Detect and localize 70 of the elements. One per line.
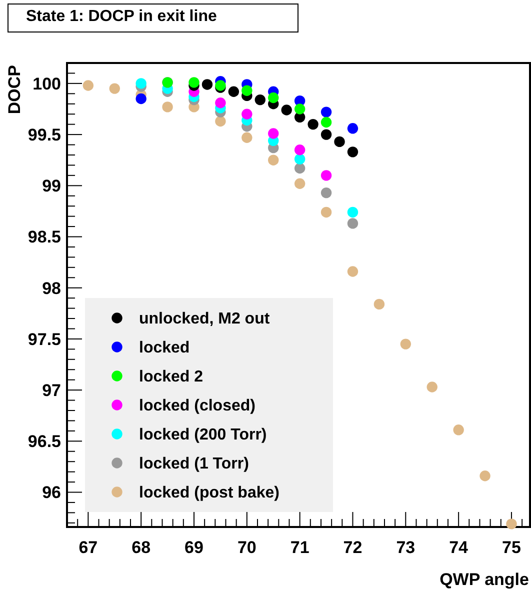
point	[215, 116, 226, 127]
x-tick-label: 67	[78, 538, 98, 557]
point	[82, 80, 94, 91]
point	[268, 92, 279, 104]
legend-label: locked (post bake)	[139, 484, 280, 502]
y-tick-label: 97	[42, 381, 61, 400]
point	[202, 79, 213, 90]
point	[294, 144, 306, 156]
point	[426, 382, 438, 392]
x-tick-label: 74	[449, 538, 469, 557]
point	[215, 98, 226, 108]
point	[294, 104, 306, 114]
point	[320, 129, 332, 140]
point	[242, 108, 252, 120]
legend-label: locked	[139, 340, 190, 357]
y-tick-label: 98.5	[28, 228, 61, 247]
point	[109, 83, 120, 94]
point	[281, 104, 292, 116]
chart-title: State 1: DOCP in exit line	[26, 8, 217, 25]
x-tick-label: 73	[396, 538, 416, 557]
point	[347, 146, 358, 158]
point	[254, 94, 266, 106]
point	[136, 78, 146, 89]
x-tick-label: 70	[237, 538, 256, 557]
x-tick-label: 72	[343, 538, 362, 557]
legend-label: unlocked, M2 out	[139, 310, 270, 328]
y-tick-label: 100	[32, 74, 61, 94]
x-tick-label: 71	[290, 538, 310, 557]
point	[320, 106, 332, 118]
y-tick-label: 98	[42, 278, 61, 298]
point	[162, 102, 173, 112]
x-tick-label: 69	[184, 538, 204, 557]
point	[347, 123, 358, 134]
legend-label: locked 2	[139, 368, 204, 386]
point	[320, 206, 332, 218]
point	[347, 218, 358, 229]
y-tick-label: 97.5	[28, 330, 61, 349]
point	[347, 266, 358, 277]
y-tick-label: 99.5	[28, 125, 61, 144]
point	[294, 162, 306, 174]
point	[347, 206, 358, 218]
y-axis-title: DOCP	[5, 65, 24, 114]
point	[320, 187, 332, 198]
point	[188, 77, 200, 88]
x-axis-title: QWP angle	[440, 570, 529, 589]
point	[242, 132, 252, 143]
legend-label: locked (200 Torr)	[139, 426, 267, 444]
point	[242, 85, 252, 96]
point	[453, 424, 464, 436]
point	[308, 118, 318, 130]
y-tick-label: 96.5	[28, 432, 61, 452]
point	[320, 170, 332, 181]
point	[294, 154, 306, 164]
x-tick-label: 68	[132, 538, 151, 557]
x-tick-label: 75	[502, 538, 521, 557]
legend-label: locked (closed)	[139, 398, 256, 415]
point	[268, 128, 279, 139]
y-tick-label: 96	[42, 483, 61, 502]
point	[400, 338, 412, 350]
point	[334, 136, 345, 148]
point	[228, 86, 240, 97]
point	[320, 116, 332, 128]
point	[136, 93, 146, 104]
point	[268, 154, 279, 166]
point	[294, 178, 306, 189]
point	[506, 518, 517, 530]
legend-label: locked (1 Torr)	[139, 456, 249, 473]
y-tick-label: 99	[42, 176, 61, 196]
point	[374, 298, 385, 310]
point	[480, 470, 490, 482]
